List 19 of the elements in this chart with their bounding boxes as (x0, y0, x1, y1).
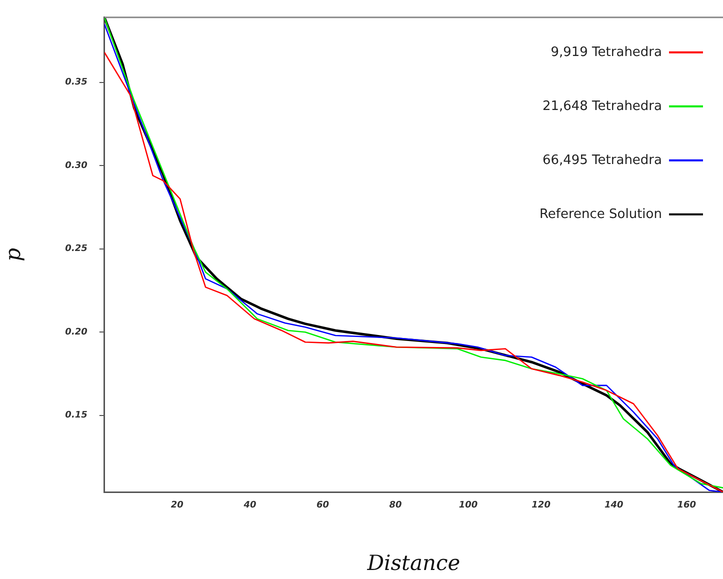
y-tick-label: 0.15 (65, 410, 88, 421)
x-tick-label: 40 (242, 500, 256, 511)
legend-label: 21,648 Tetrahedra (542, 98, 662, 114)
y-tick-label: 0.30 (65, 160, 88, 171)
y-tick-label: 0.25 (65, 244, 88, 254)
y-tick-label: 0.35 (65, 78, 88, 88)
legend-label: Reference Solution (539, 206, 662, 222)
x-tick-label: 160 (677, 500, 696, 511)
y-tick-label: 0.20 (65, 327, 88, 338)
x-tick-label: 140 (604, 500, 624, 511)
legend-label: 9,919 Tetrahedra (550, 44, 662, 60)
x-tick-label: 100 (458, 500, 478, 511)
x-axis-title: Distance (366, 550, 460, 575)
x-tick-label: 20 (170, 500, 184, 511)
legend-label: 66,495 Tetrahedra (542, 152, 662, 168)
x-tick-label: 60 (316, 500, 329, 511)
x-tick-label: 80 (389, 500, 402, 511)
x-tick-label: 120 (532, 500, 550, 511)
y-axis-title: p (1, 248, 26, 262)
